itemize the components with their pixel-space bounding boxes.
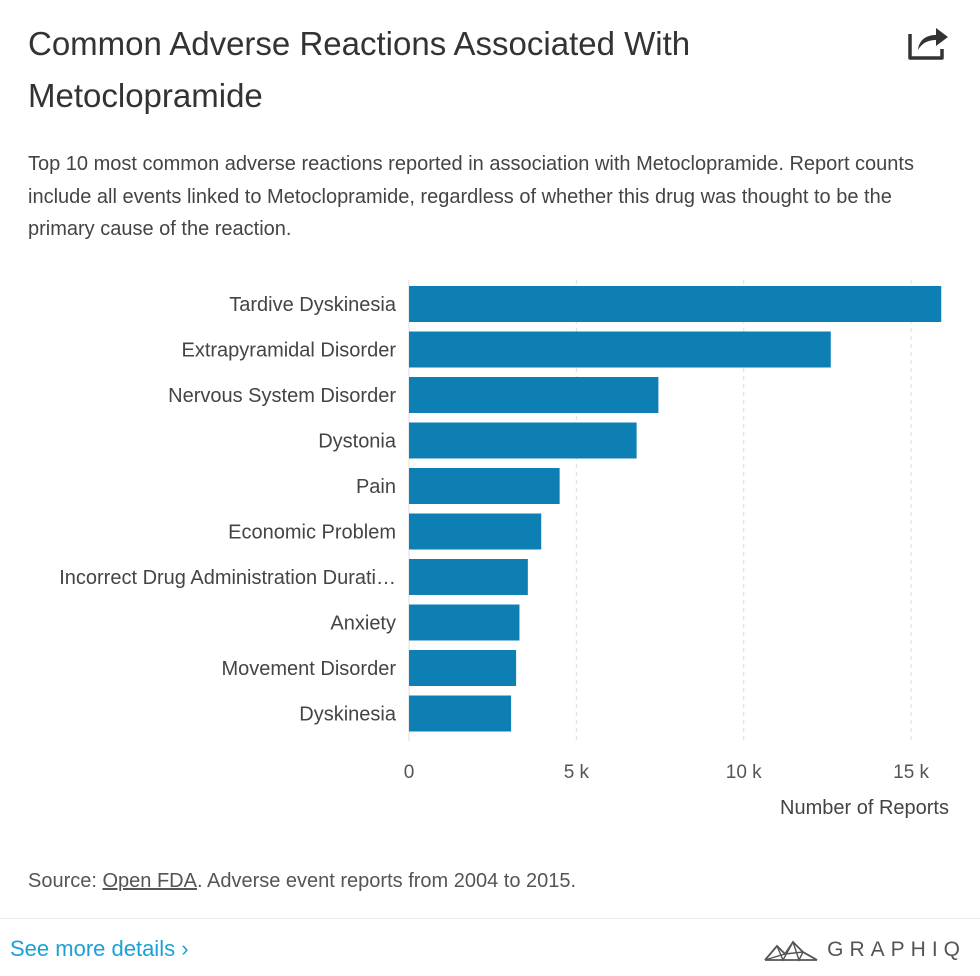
bar[interactable] xyxy=(409,377,659,413)
bar[interactable] xyxy=(409,286,942,322)
category-label: Pain xyxy=(356,476,396,498)
category-label: Movement Disorder xyxy=(221,658,396,680)
chart-title: Common Adverse Reactions Associated With… xyxy=(28,25,691,114)
x-tick-label: 0 xyxy=(404,762,415,783)
bar[interactable] xyxy=(409,559,528,595)
footer-divider xyxy=(0,918,980,919)
bar[interactable] xyxy=(409,513,542,550)
x-axis-ticks: 0 5 k 10 k 15 k xyxy=(404,762,930,783)
chart-subtitle: Top 10 most common adverse reactions rep… xyxy=(28,153,914,240)
bar[interactable] xyxy=(409,695,512,732)
category-label: Dystonia xyxy=(318,431,397,453)
graphiq-brand[interactable]: GRAPHIQ xyxy=(763,934,966,966)
brand-name: GRAPHIQ xyxy=(827,938,966,961)
category-label: Tardive Dyskinesia xyxy=(229,294,397,316)
bar-chart: Tardive Dyskinesia Extrapyramidal Disorde… xyxy=(59,280,949,819)
category-label: Dyskinesia xyxy=(299,704,397,726)
bar[interactable] xyxy=(409,468,560,504)
source-suffix: . Adverse event reports from 2004 to 201… xyxy=(196,870,577,892)
category-label: Anxiety xyxy=(330,613,396,635)
category-label: Economic Problem xyxy=(228,522,396,544)
share-icon xyxy=(908,28,948,60)
graphiq-logo-icon xyxy=(764,940,818,962)
category-label: Nervous System Disorder xyxy=(168,385,396,407)
bar[interactable] xyxy=(409,650,517,686)
source-note: Source: Open FDA. Adverse event reports … xyxy=(28,870,576,893)
category-label: Incorrect Drug Administration Durati… xyxy=(59,567,396,589)
category-label: Extrapyramidal Disorder xyxy=(181,340,396,362)
bars xyxy=(409,286,942,732)
category-labels: Tardive Dyskinesia Extrapyramidal Disorde… xyxy=(59,294,397,726)
x-axis-label: Number of Reports xyxy=(780,797,949,819)
source-link[interactable]: Open FDA xyxy=(102,870,197,892)
bar[interactable] xyxy=(409,604,520,641)
bar[interactable] xyxy=(409,331,831,368)
bar[interactable] xyxy=(409,422,637,459)
share-button[interactable] xyxy=(906,22,950,62)
x-tick-label: 5 k xyxy=(564,762,590,783)
x-tick-label: 10 k xyxy=(726,762,762,783)
x-tick-label: 15 k xyxy=(893,762,929,783)
see-more-details-link[interactable]: See more details › xyxy=(10,936,189,961)
source-prefix: Source: xyxy=(28,870,103,892)
